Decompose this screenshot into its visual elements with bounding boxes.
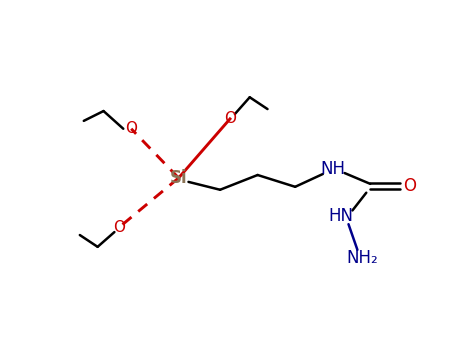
Text: HN: HN — [328, 207, 353, 225]
Text: O: O — [224, 111, 236, 126]
Text: O: O — [113, 220, 125, 235]
Text: Si: Si — [170, 169, 187, 187]
Text: O: O — [403, 177, 416, 195]
Text: O: O — [125, 121, 137, 136]
Text: NH₂: NH₂ — [346, 248, 378, 267]
Text: NH: NH — [320, 160, 345, 178]
